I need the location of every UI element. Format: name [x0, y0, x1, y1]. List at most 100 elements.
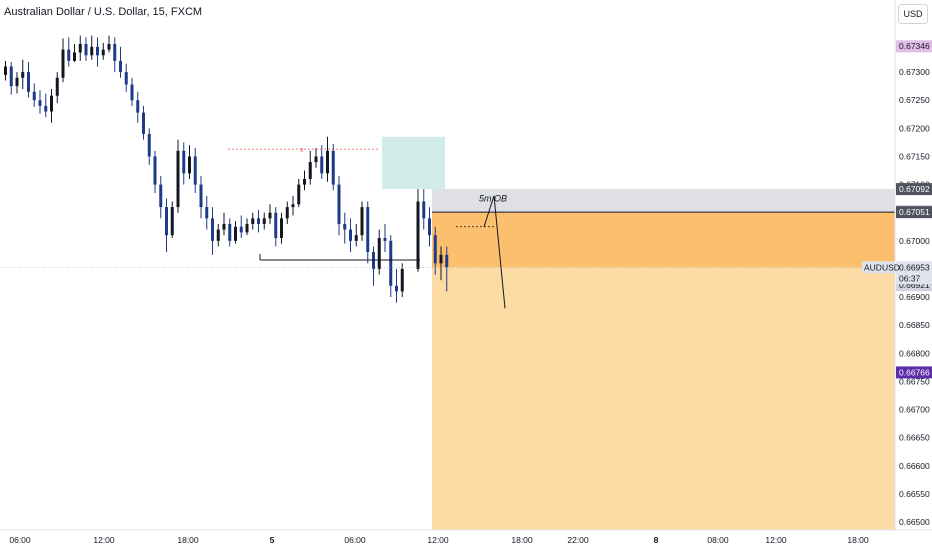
price-label-box — [896, 183, 932, 196]
time-tick-label: 12:00 — [93, 535, 115, 545]
candle-body — [27, 72, 30, 92]
zones-layer — [382, 136, 895, 530]
candle-body — [428, 218, 431, 236]
time-tick-label: 12:00 — [765, 535, 787, 545]
candle-body — [366, 207, 370, 253]
time-tick-label: 22:00 — [567, 535, 589, 545]
candle-body — [211, 218, 214, 241]
price-tick-label: 0.66500 — [899, 517, 930, 527]
candle-body — [257, 218, 260, 224]
price-label-box — [896, 40, 932, 53]
price-tick-label: 0.67000 — [899, 236, 930, 246]
candle-body — [239, 226, 243, 233]
candle-body — [165, 207, 168, 236]
candle-body — [84, 44, 88, 56]
candle-body — [274, 212, 278, 239]
price-tick-label: 0.67300 — [899, 67, 930, 77]
price-tick-label: 0.66550 — [899, 489, 930, 499]
currency-button[interactable]: USD — [898, 4, 928, 24]
price-tick-label: 0.67250 — [899, 95, 930, 105]
candle-body — [107, 44, 111, 50]
candle-body — [55, 77, 59, 96]
candle-body — [119, 60, 122, 73]
price-tick-label: 0.66700 — [899, 405, 930, 415]
time-tick-label: 8 — [654, 535, 659, 545]
price-tick-label: 0.66850 — [899, 320, 930, 330]
time-axis[interactable]: 06:00 12:00 18:00 5 06:00 12:00 18:00 22:00 8 08:… — [0, 529, 932, 545]
candle-body — [205, 207, 209, 219]
price-label-text: 0.67346 — [899, 41, 930, 51]
price-label-text: 0.66921 — [899, 280, 930, 290]
candle-body — [153, 156, 157, 185]
candle-body — [337, 184, 341, 224]
order-block-label: 5m OB — [479, 193, 507, 203]
candle-body — [159, 184, 163, 208]
profit-zone — [382, 136, 445, 190]
time-tick-label: 08:00 — [707, 535, 729, 545]
candle-body — [422, 201, 426, 219]
candle-body — [280, 218, 283, 239]
candle-body — [291, 204, 295, 208]
candle-body — [389, 240, 393, 286]
time-tick-label: 06:00 — [344, 535, 366, 545]
price-label-box — [896, 366, 932, 379]
candle-body — [38, 100, 42, 106]
symbol-label: AUDUSD — [864, 262, 900, 272]
candle-body — [130, 84, 134, 101]
candles-layer — [4, 35, 449, 303]
candle-body — [326, 150, 329, 174]
price-label-text: 0.66766 — [899, 367, 930, 377]
candle-body — [188, 156, 191, 174]
candle-body — [193, 156, 197, 185]
candle-body — [96, 46, 99, 56]
symbol-label-box — [862, 261, 895, 274]
candle-body — [67, 49, 71, 61]
candle-body — [234, 226, 237, 241]
price-tick-label: 0.66900 — [899, 292, 930, 302]
candle-body — [170, 207, 174, 236]
candle-body — [245, 223, 249, 233]
candle-body — [21, 72, 25, 78]
candle-body — [73, 52, 76, 61]
price-label-text: 0.66953 — [899, 262, 930, 272]
candle-body — [61, 49, 65, 78]
price-tick-label: 0.66750 — [899, 376, 930, 386]
candle-body — [400, 268, 404, 292]
candle-body — [90, 46, 94, 56]
candle-body — [15, 77, 19, 87]
candle-body — [268, 212, 272, 219]
candle-body — [228, 223, 232, 241]
candle-body — [176, 150, 180, 208]
candle-body — [182, 150, 186, 174]
countdown-box — [896, 273, 932, 285]
candle-body — [78, 44, 82, 53]
candle-body — [262, 218, 266, 224]
price-axis[interactable]: 0.673000.672500.672000.671500.671000.670… — [862, 40, 932, 527]
price-tick-label: 0.66650 — [899, 433, 930, 443]
drawings-layer: x 5m OB — [0, 147, 895, 309]
candle-body — [377, 238, 381, 269]
candle-body — [308, 162, 312, 179]
candle-body — [50, 95, 53, 112]
chart-title: Australian Dollar / U.S. Dollar, 15, FXC… — [4, 6, 203, 18]
candle-body — [44, 105, 48, 112]
candle-body — [216, 229, 220, 241]
candle-body — [142, 112, 145, 134]
time-tick-label: 18:00 — [847, 535, 869, 545]
projection-path — [483, 195, 506, 309]
candle-body — [303, 178, 306, 185]
candle-body — [360, 207, 364, 236]
candle-body — [297, 184, 301, 205]
candle-body — [285, 207, 289, 219]
time-tick-label: 18:00 — [177, 535, 199, 545]
candle-body — [343, 223, 347, 230]
price-label-box — [896, 261, 932, 274]
countdown-label: 06:37 — [899, 273, 921, 283]
candle-body — [349, 229, 352, 241]
time-tick-label: 12:00 — [427, 535, 449, 545]
time-tick-label: 5 — [270, 535, 275, 545]
candle-body — [445, 254, 449, 268]
candle-body — [433, 235, 437, 264]
candle-body — [222, 223, 226, 230]
